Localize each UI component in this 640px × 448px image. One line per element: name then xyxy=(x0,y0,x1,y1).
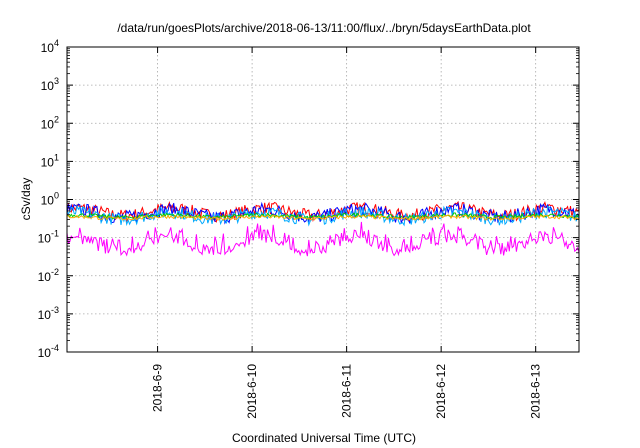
y-tick-label: 100 xyxy=(41,191,59,208)
y-axis-label: cSv/day xyxy=(19,178,33,221)
series-line xyxy=(66,212,580,221)
x-axis-label: Coordinated Universal Time (UTC) xyxy=(232,431,416,445)
y-tick-label: 103 xyxy=(41,76,59,93)
y-tick-labels: 104 103 102 101 100 10-1 10-2 10-3 10-4 xyxy=(38,38,59,360)
chart-title: /data/run/goesPlots/archive/2018-06-13/1… xyxy=(117,21,531,35)
x-tick-label: 2018-6-13 xyxy=(529,364,543,419)
x-tick-label: 2018-6-11 xyxy=(340,364,354,418)
y-tick-label: 10-1 xyxy=(38,229,59,246)
series-line xyxy=(66,221,580,257)
y-tick-label: 102 xyxy=(41,114,59,131)
tick-marks xyxy=(67,46,579,353)
y-tick-label: 104 xyxy=(41,38,59,55)
grid xyxy=(67,47,579,352)
x-tick-label: 2018-6-10 xyxy=(245,364,259,419)
x-tick-label: 2018-6-12 xyxy=(434,364,448,419)
x-tick-label: 2018-6-9 xyxy=(151,364,165,412)
x-tick-labels: 2018-6-9 2018-6-10 2018-6-11 2018-6-12 2018-… xyxy=(151,364,543,419)
y-tick-label: 10-2 xyxy=(38,267,59,284)
series-group xyxy=(66,200,580,257)
y-tick-label: 10-3 xyxy=(38,305,59,322)
y-tick-label: 101 xyxy=(41,152,59,169)
y-tick-label: 10-4 xyxy=(38,343,59,360)
series-line xyxy=(66,214,580,221)
